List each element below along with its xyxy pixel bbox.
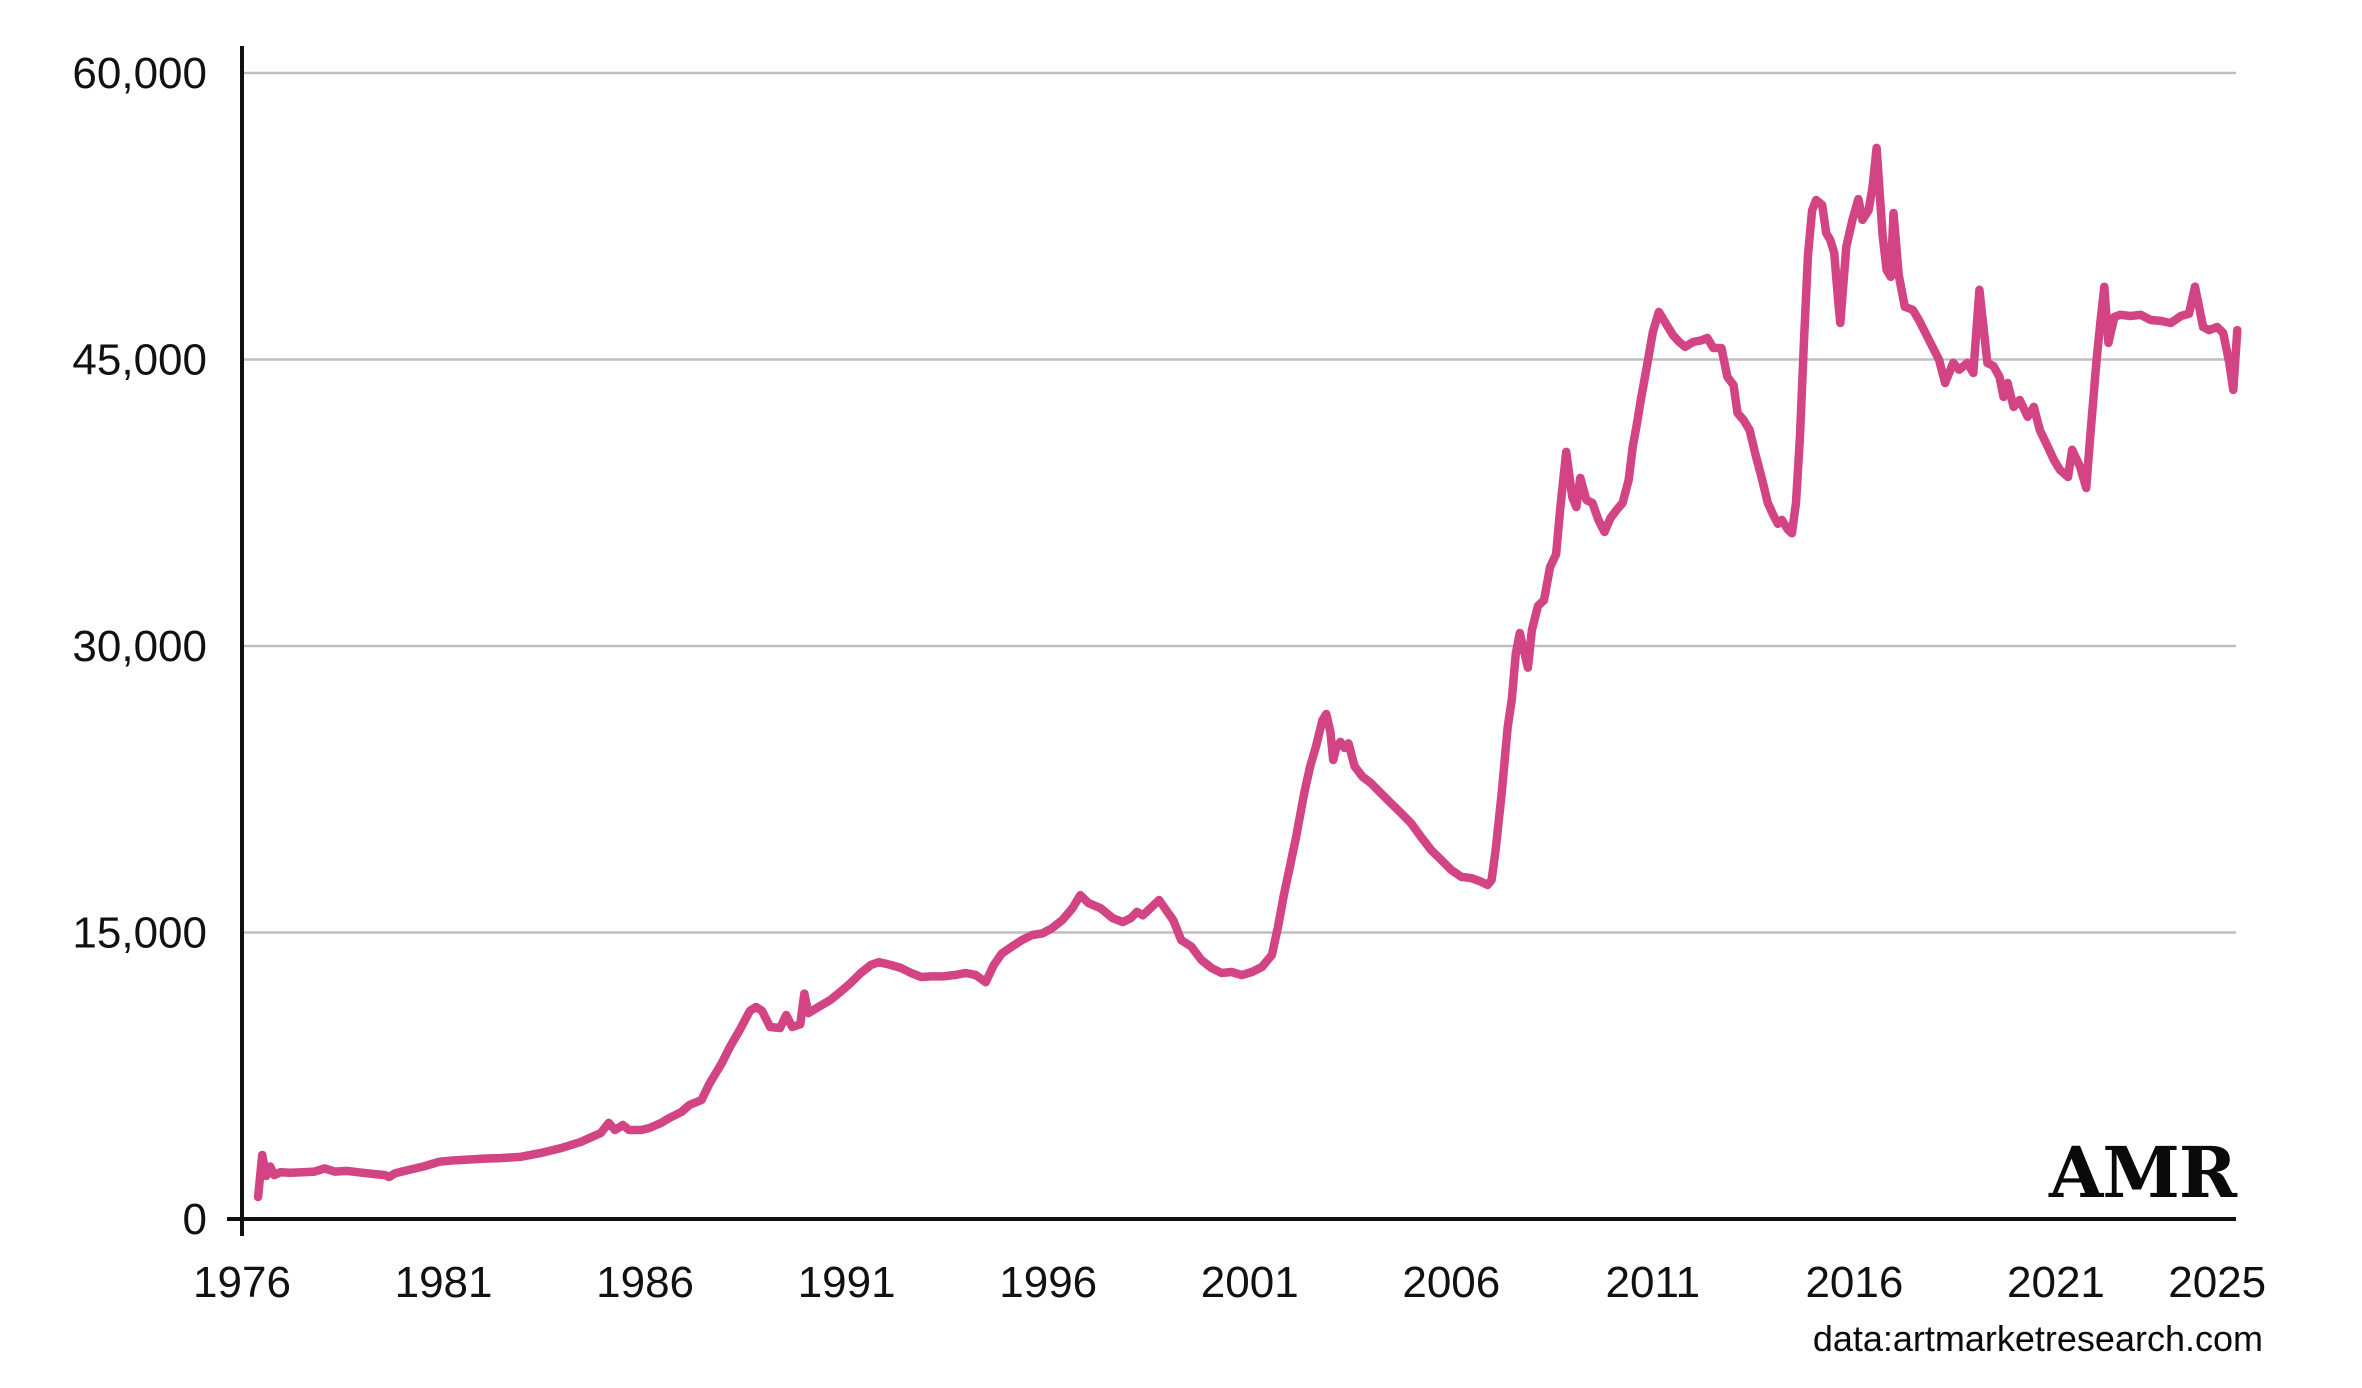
x-tick-label: 2021 [2007,1258,2105,1307]
x-tick-label: 1996 [999,1258,1097,1307]
x-tick-label: 2025 [2168,1258,2266,1307]
x-axis-labels: 1976 1981 1986 1991 1996 2001 2006 2011 2016 2021… [193,1258,2266,1307]
x-tick-label: 2011 [1606,1258,1701,1307]
y-tick-label: 45,000 [72,336,207,385]
x-tick-label: 2016 [1805,1258,1903,1307]
axes [227,46,2236,1236]
index-line-series [253,143,2242,1202]
x-tick-label: 1976 [193,1258,291,1307]
y-tick-label: 0 [183,1195,207,1244]
y-axis-labels: 0 15,000 30,000 45,000 60,000 [72,49,207,1244]
y-tick-label: 15,000 [72,909,207,958]
y-tick-label: 30,000 [72,622,207,671]
amr-logo: AMR [2049,1131,2237,1214]
data-source-credit: data:artmarketresearch.com [1812,1318,2263,1359]
y-tick-label: 60,000 [72,49,207,98]
gridlines [242,71,2236,934]
x-tick-label: 2006 [1402,1258,1500,1307]
x-tick-label: 1981 [395,1258,493,1307]
x-tick-label: 1991 [798,1258,896,1307]
x-tick-label: 1986 [596,1258,694,1307]
x-tick-label: 2001 [1201,1258,1299,1307]
